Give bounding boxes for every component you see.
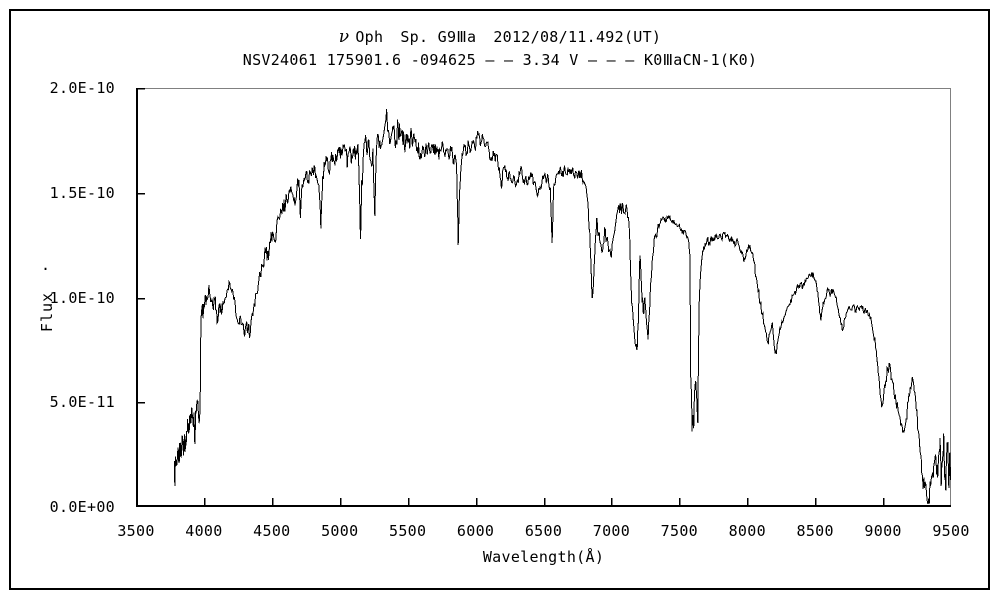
y-tick-label: 5.0E-11 <box>49 393 115 412</box>
x-tick-label: 5000 <box>321 522 359 540</box>
x-tick-label: 9000 <box>864 522 902 540</box>
x-tick-label: 8500 <box>796 522 834 540</box>
y-tick-label: 1.0E-10 <box>49 288 115 307</box>
x-tick-label: 3500 <box>117 522 155 540</box>
chart-title: ν Oph Sp. G9Ⅲa 2012/08/11.492(UT) <box>0 27 1000 47</box>
x-tick-label: 6000 <box>456 522 495 540</box>
x-tick-label: 9500 <box>932 522 970 540</box>
spectrum-plot-svg <box>136 88 951 507</box>
x-tick-label: 7000 <box>592 522 631 540</box>
x-tick-label: 8000 <box>728 522 766 540</box>
x-axis-title: Wavelength(Å) <box>482 548 605 566</box>
x-tick-label: 7500 <box>660 522 698 540</box>
plot-area <box>136 88 951 507</box>
x-tick-label: 4000 <box>185 522 223 540</box>
x-tick-label: 4500 <box>253 522 291 540</box>
plot-frame <box>136 88 951 507</box>
spectral-type: Sp. G9Ⅲa <box>400 28 477 46</box>
stray-dot: . <box>41 256 51 274</box>
y-tick-label: 1.5E-10 <box>49 183 115 202</box>
greek-nu-symbol: ν <box>338 27 350 47</box>
spectrum-line <box>173 108 951 505</box>
star-name: Oph <box>355 28 384 46</box>
axis-ticks <box>136 88 951 507</box>
x-tick-label: 6500 <box>524 522 563 540</box>
y-tick-label: 2.0E-10 <box>49 79 115 97</box>
window-border <box>9 9 990 590</box>
y-tick-label: 0.0E+00 <box>49 498 115 516</box>
x-tick-label: 5500 <box>388 522 427 540</box>
observation-datetime: 2012/08/11.492(UT) <box>493 28 662 46</box>
chart-subtitle: NSV24061 175901.6 -094625 – – 3.34 V – –… <box>242 51 758 69</box>
